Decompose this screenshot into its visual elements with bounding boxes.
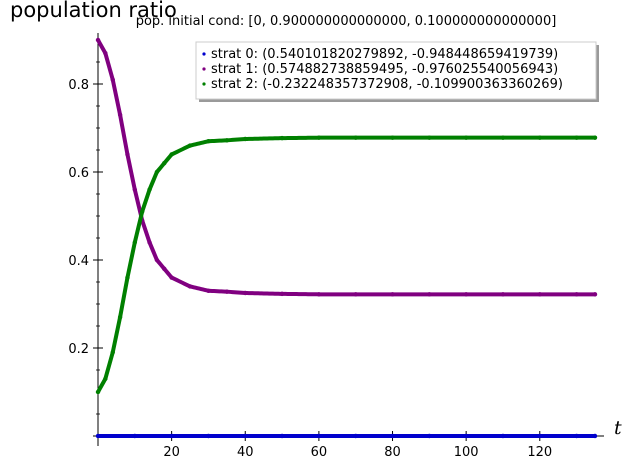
x-tick-label: 60 (311, 445, 328, 460)
data-point-s0-10 (463, 433, 469, 439)
data-point-s0-2 (169, 433, 174, 439)
data-point-s0-3 (206, 433, 211, 439)
data-point-s1-10 (169, 275, 174, 280)
data-point-s2-20 (463, 135, 469, 140)
data-point-s2-2 (110, 350, 115, 355)
y-tick-label: 0.4 (68, 254, 89, 269)
x-tick-label: 20 (163, 445, 180, 460)
data-point-s1-16 (316, 292, 322, 297)
data-point-s1-7 (147, 240, 152, 245)
legend-box (195, 41, 597, 100)
data-point-s2-13 (224, 138, 230, 143)
legend-marker-2 (202, 82, 206, 86)
plot-series (95, 37, 598, 439)
data-point-s2-18 (390, 135, 395, 140)
series-line-2 (96, 135, 597, 394)
data-point-s1-22 (537, 292, 542, 297)
data-point-s0-13 (574, 433, 579, 439)
data-point-s2-4 (125, 275, 130, 280)
data-point-s1-14 (243, 290, 248, 296)
data-point-s1-18 (390, 292, 395, 297)
legend-marker-1 (202, 67, 206, 71)
axes: 20 40 60 80 100 120 0.2 0.4 0.6 0.8 (68, 33, 604, 460)
legend-entry-0: strat 0: (0.540101820279892, -0.94844865… (211, 47, 558, 62)
data-point-s1-11 (187, 284, 193, 289)
x-tick-label: 80 (384, 445, 401, 460)
data-point-s2-1 (103, 376, 108, 381)
data-point-s1-17 (353, 292, 358, 297)
x-tick-label: 40 (237, 445, 254, 460)
legend-entry-1: strat 1: (0.574882738859495, -0.97602554… (211, 62, 558, 77)
chart-subtitle: pop. initial cond: [0, 0.900000000000000… (136, 14, 557, 29)
data-point-s0-7 (353, 433, 358, 439)
x-tick-label: 120 (527, 445, 552, 460)
data-point-s0-12 (537, 433, 542, 439)
data-point-s0-8 (390, 433, 395, 439)
data-point-s2-23 (574, 135, 579, 140)
data-point-s1-2 (110, 77, 115, 82)
y-tick-label: 0.2 (68, 342, 89, 357)
data-point-s0-0 (95, 433, 101, 439)
data-point-s1-23 (574, 292, 579, 297)
data-point-s0-5 (279, 433, 285, 439)
x-axis-label: t (614, 417, 622, 439)
data-point-s2-5 (132, 240, 138, 245)
data-point-s2-21 (500, 135, 506, 140)
chart-title: population ratio (10, 0, 177, 22)
data-point-s2-17 (353, 135, 358, 140)
data-point-s2-16 (316, 135, 322, 140)
data-point-s1-24 (592, 292, 598, 297)
data-point-s0-14 (592, 433, 598, 439)
legend-marker-0 (202, 52, 206, 56)
data-point-s2-11 (187, 143, 193, 148)
data-point-s1-0 (95, 37, 101, 43)
data-point-s1-21 (500, 292, 506, 297)
data-point-s2-7 (147, 187, 152, 192)
data-point-s1-1 (103, 51, 108, 56)
data-point-s0-9 (427, 433, 432, 439)
data-point-s1-15 (279, 291, 285, 297)
y-tick-label: 0.6 (68, 166, 89, 181)
data-point-s1-4 (125, 152, 130, 157)
data-point-s1-3 (117, 112, 123, 118)
data-point-s1-5 (132, 187, 138, 192)
data-point-s1-9 (162, 266, 167, 271)
data-point-s2-8 (154, 169, 160, 175)
data-point-s1-13 (224, 289, 230, 294)
legend-entry-2: strat 2: (-0.232248357372908, -0.1099003… (211, 77, 563, 92)
data-point-s2-14 (243, 136, 248, 142)
data-point-s1-20 (463, 292, 469, 297)
data-point-s2-15 (279, 135, 285, 141)
data-point-s0-4 (243, 433, 248, 439)
data-point-s2-24 (592, 135, 598, 140)
data-point-s1-19 (427, 292, 432, 297)
y-tick-label: 0.8 (68, 78, 89, 93)
data-point-s1-12 (206, 288, 211, 293)
data-point-s2-3 (117, 315, 123, 320)
data-point-s2-12 (206, 139, 211, 144)
data-point-s0-6 (316, 433, 322, 439)
x-tick-label: 100 (454, 445, 479, 460)
data-point-s1-8 (154, 257, 160, 263)
series-line-1 (96, 38, 597, 297)
data-point-s2-0 (95, 389, 101, 395)
data-point-s0-1 (132, 433, 138, 439)
data-point-s2-22 (537, 135, 542, 140)
data-point-s2-19 (427, 135, 432, 140)
legend: strat 0: (0.540101820279892, -0.94844865… (195, 41, 599, 102)
data-point-s2-10 (169, 152, 174, 157)
data-point-s2-9 (162, 161, 167, 166)
data-point-s2-6 (139, 209, 145, 214)
data-point-s0-11 (500, 433, 506, 439)
